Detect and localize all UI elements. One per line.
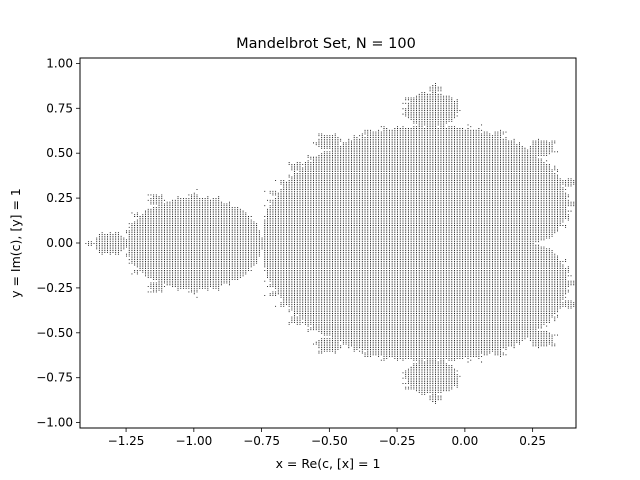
x-tick-label: −0.75: [243, 434, 280, 448]
y-tick-label: −0.50: [36, 326, 73, 340]
y-tick-label: 0.50: [46, 146, 73, 160]
x-tick-label: 0.25: [519, 434, 546, 448]
x-tick-label: −1.00: [175, 434, 212, 448]
x-tick-label: −0.25: [379, 434, 416, 448]
y-tick-label: −0.25: [36, 281, 73, 295]
y-tick-label: −1.00: [36, 416, 73, 430]
chart-title: Mandelbrot Set, N = 100: [236, 36, 416, 52]
x-tick-label: −1.25: [108, 434, 145, 448]
y-tick-label: 0.75: [46, 101, 73, 115]
y-tick-label: 0.25: [46, 191, 73, 205]
y-axis: −1.00 −0.75 −0.50 −0.25 0.00 0.25 0.50 0.75 1.00: [36, 56, 80, 430]
x-axis-label: x = Re(c, [x] = 1: [276, 456, 381, 471]
mandelbrot-points: [85, 83, 575, 404]
y-tick-label: −0.75: [36, 371, 73, 385]
y-tick-label: 1.00: [46, 56, 73, 70]
y-axis-label: y = Im(c), [y] = 1: [8, 188, 23, 298]
plot-frame: [79, 57, 577, 429]
x-tick-label: −0.50: [311, 434, 348, 448]
x-axis: −1.25 −1.00 −0.75 −0.50 −0.25 0.00 0.25: [108, 428, 546, 448]
x-tick-label: 0.00: [452, 434, 479, 448]
point-group: [85, 83, 575, 404]
y-tick-label: 0.00: [46, 236, 73, 250]
